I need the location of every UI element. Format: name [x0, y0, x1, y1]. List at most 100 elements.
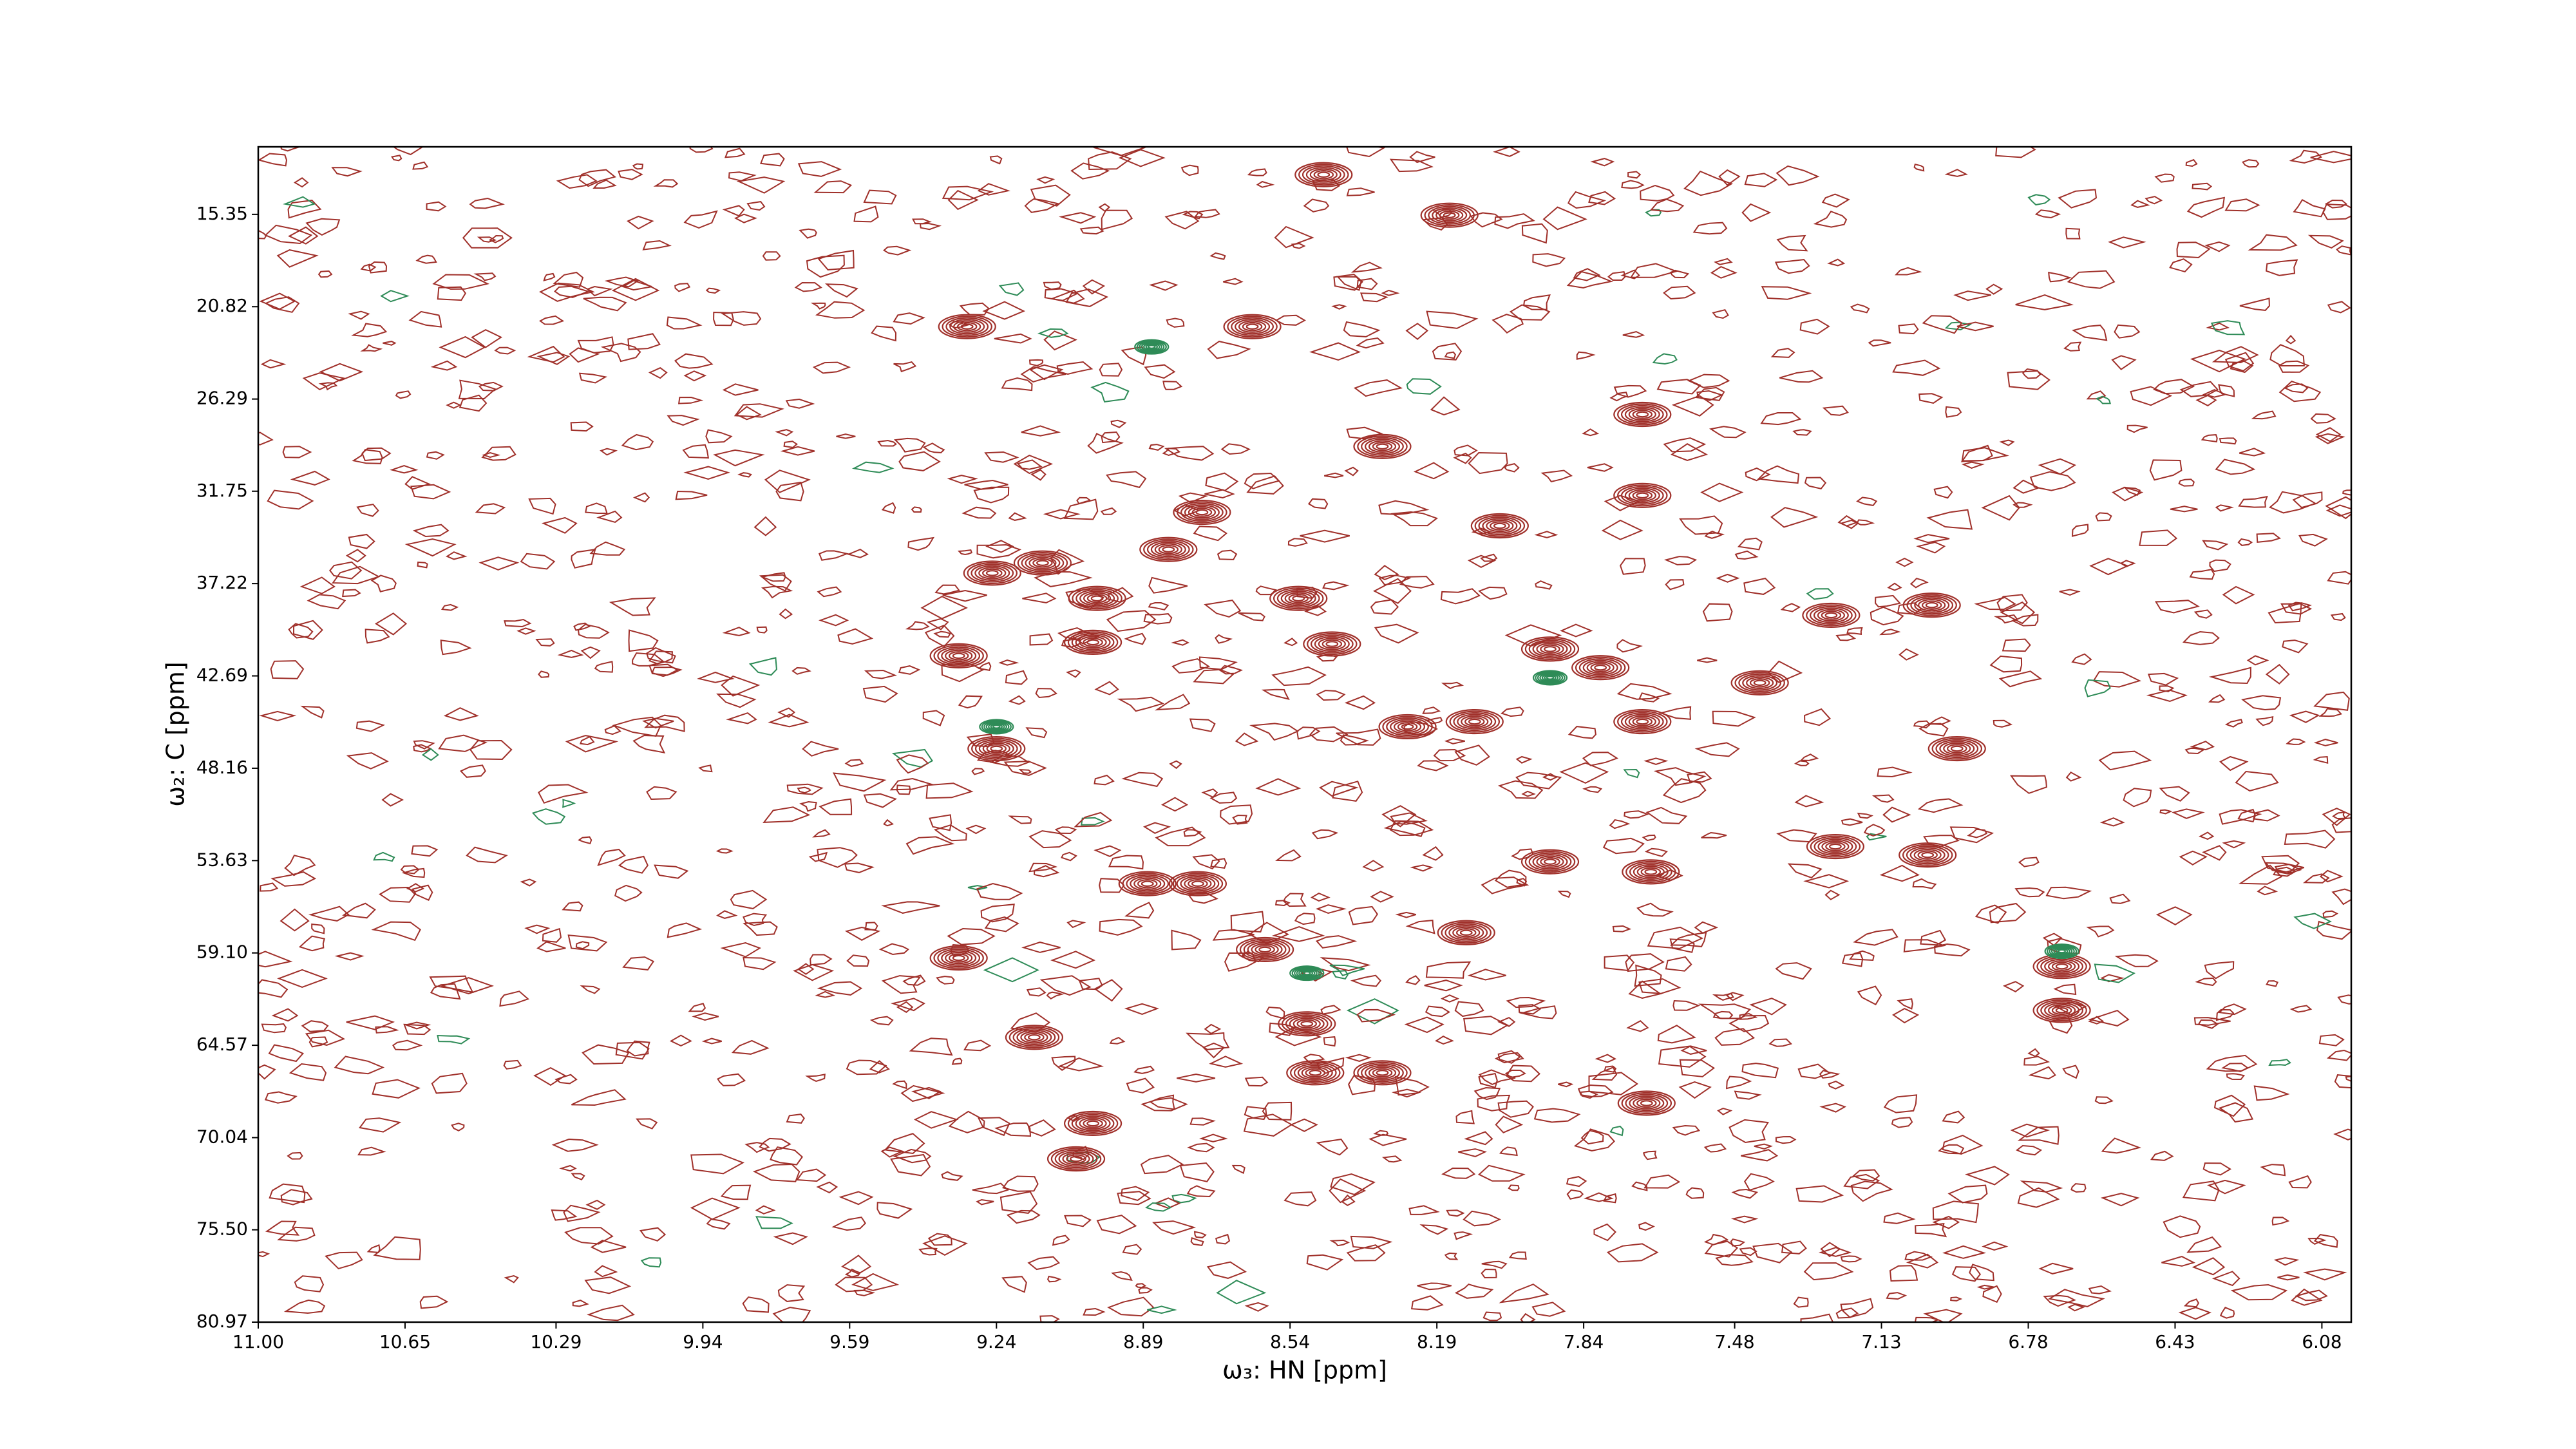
noise-contour: [270, 871, 317, 887]
contour-level: [1303, 631, 1361, 657]
noise-contour: [542, 927, 562, 943]
noise-contour: [2159, 809, 2173, 815]
noise-contour: [374, 612, 408, 636]
noise-contour: [976, 1198, 994, 1206]
noise-contour: [2161, 1256, 2195, 1267]
noise-contour: [392, 1039, 423, 1051]
noise-contour: [2015, 294, 2074, 310]
noise-contour: [2017, 1126, 2060, 1145]
noise-contour: [1745, 467, 1771, 482]
y-axis-label: ω₂: C [ppm]: [162, 661, 190, 806]
noise-contour: [426, 201, 447, 212]
contour-level: [1353, 1060, 1412, 1086]
noise-contour: [2178, 478, 2195, 487]
noise-contour: [270, 660, 305, 679]
peak: [1068, 585, 1126, 611]
noise-contour: [348, 533, 375, 549]
noise-contour: [1976, 1284, 1994, 1290]
noise-contour: [1481, 1260, 1508, 1269]
noise-contour: [391, 155, 402, 162]
noise-contour: [1649, 198, 1685, 213]
noise-contour: [1636, 902, 1674, 917]
noise-contour: [2012, 502, 2033, 508]
contour-level: [1586, 661, 1615, 674]
noise-contour: [587, 1304, 635, 1321]
noise-contour: [1588, 191, 1616, 205]
noise-contour: [1028, 364, 1064, 381]
noise-contour: [942, 589, 987, 602]
noise-contour: [909, 1037, 953, 1056]
noise-contour: [1840, 1298, 1874, 1318]
noise-contour: [1454, 1231, 1473, 1240]
noise-contour: [621, 279, 652, 291]
contour-level: [1621, 1092, 1672, 1115]
noise-contour: [1558, 1081, 1574, 1088]
contour-level: [1173, 499, 1231, 526]
noise-contour: [1262, 1101, 1293, 1121]
contour-level: [1079, 1117, 1107, 1130]
noise-contour: [1965, 1166, 2010, 1186]
noise-contour: [401, 867, 426, 878]
noise-contour: [722, 383, 759, 396]
noise-contour: [2195, 394, 2217, 407]
noise-contour: [1857, 985, 1882, 1006]
noise-contour: [1694, 742, 1740, 757]
noise-contour: [355, 720, 385, 732]
noise-contour: [1333, 274, 1364, 291]
noise-contour: [1913, 720, 1931, 729]
noise-contour: [947, 927, 996, 945]
noise-contour: [1821, 193, 1850, 208]
noise-contour: [1620, 269, 1640, 279]
noise-contour: [1187, 1142, 1215, 1153]
noise-contour: [690, 1197, 741, 1220]
noise-contour: [1350, 1235, 1393, 1249]
contour-level: [1536, 643, 1564, 656]
contour-level: [1632, 410, 1653, 419]
contour-level: [1753, 679, 1766, 687]
x-tick-label: 9.59: [829, 1331, 869, 1352]
noise-contour: [2288, 1175, 2312, 1189]
contour-level: [1086, 639, 1099, 646]
contour-level: [971, 564, 1014, 583]
noise-contour: [1478, 1069, 1516, 1086]
noise-contour: [1515, 755, 1533, 764]
noise-contour: [2101, 1137, 2141, 1154]
noise-contour: [567, 934, 608, 952]
contour-level: [1524, 638, 1576, 660]
noise-contour: [446, 551, 468, 560]
noise-contour: [258, 979, 289, 998]
noise-contour: [1761, 286, 1812, 300]
noise-contour: [1657, 1025, 1696, 1044]
noise-contour: [1323, 472, 1344, 478]
contour-level: [948, 651, 969, 661]
noise-contour: [1140, 1155, 1184, 1175]
noise-contour: [403, 1021, 431, 1030]
contour-level: [945, 649, 973, 663]
noise-contour: [2147, 672, 2179, 686]
x-tick-label: 8.89: [1123, 1331, 1163, 1352]
noise-contour: [586, 285, 613, 297]
noise-contour: [759, 1137, 791, 1152]
noise-contour: [1960, 444, 1993, 462]
noise-contour: [1642, 834, 1656, 842]
noise-contour: [690, 1153, 745, 1175]
noise-contour: [2206, 1054, 2258, 1072]
contour-level: [1137, 878, 1158, 889]
noise-contour: [1669, 931, 1707, 947]
noise-contour: [1744, 173, 1778, 187]
noise-contour: [1444, 351, 1457, 359]
noise-contour: [1021, 425, 1061, 437]
contour-level: [1437, 920, 1495, 945]
noise-contour: [1332, 781, 1363, 802]
noise-contour: [980, 904, 1015, 923]
noise-contour: [319, 363, 364, 382]
noise-contour: [1934, 943, 1971, 957]
noise-contour: [846, 548, 869, 558]
contour-level: [967, 562, 1018, 585]
noise-contour: [578, 169, 617, 187]
noise-contour: [755, 1205, 776, 1215]
noise-contour: [462, 227, 513, 249]
noise-contour: [438, 734, 488, 752]
noise-contour: [1083, 1307, 1106, 1316]
contour-level: [933, 947, 984, 969]
